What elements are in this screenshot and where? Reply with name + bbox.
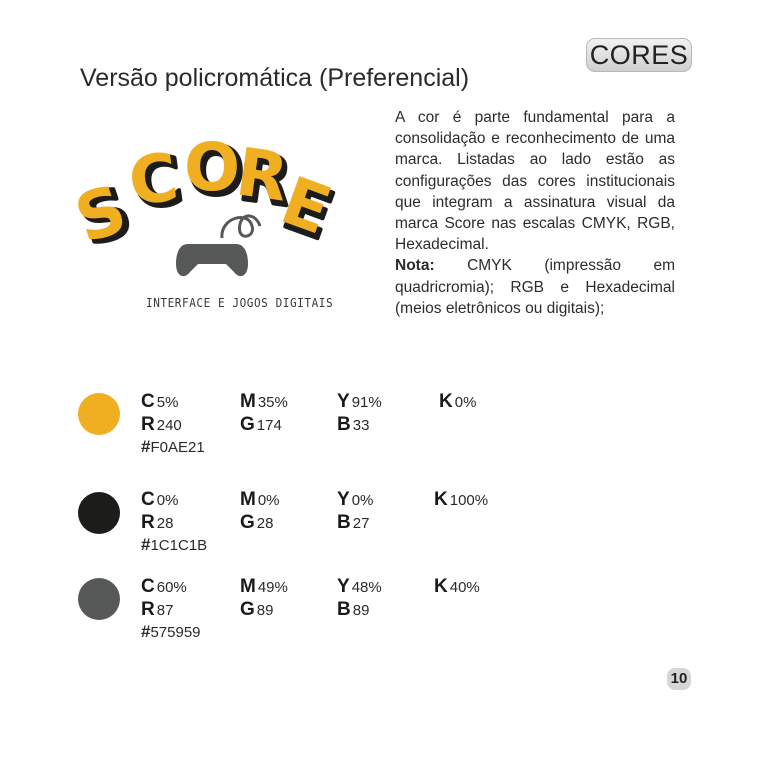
section-badge: CORES — [586, 38, 692, 72]
cmyk-k: K 100% — [434, 489, 489, 510]
swatch-black — [78, 492, 120, 534]
rgb-r: R 28 — [141, 512, 174, 533]
rgb-g: G 28 — [240, 512, 274, 533]
cmyk-c: C 0% — [141, 489, 179, 510]
cmyk-y: Y 91% — [337, 391, 382, 412]
logo-letter-r: R — [232, 133, 293, 216]
hex-value: #F0AE21 — [141, 437, 205, 456]
cmyk-k: K 40% — [434, 576, 480, 597]
gamepad-icon — [176, 244, 248, 277]
score-logo: S C O R E S C O R E — [70, 129, 345, 277]
rgb-g: G 174 — [240, 414, 282, 435]
cmyk-y: Y 0% — [337, 489, 374, 510]
controller-cable — [220, 214, 262, 239]
rgb-b: B 27 — [337, 512, 370, 533]
rgb-r: R 87 — [141, 599, 174, 620]
rgb-r: R 240 — [141, 414, 182, 435]
hex-value: #575959 — [141, 622, 201, 641]
cmyk-k: K 0% — [439, 391, 477, 412]
hex-value: #1C1C1B — [141, 535, 208, 554]
rgb-g: G 89 — [240, 599, 274, 620]
note-label: Nota: — [395, 257, 435, 275]
rgb-b: B 33 — [337, 414, 370, 435]
description-text: A cor é parte fundamental para a consoli… — [395, 107, 675, 319]
logo-letter-shadow-o: O — [188, 133, 244, 210]
logo-letter-shadow-r: R — [235, 138, 296, 221]
cmyk-c: C 5% — [141, 391, 179, 412]
description-body: A cor é parte fundamental para a consoli… — [395, 109, 675, 254]
logo-wordmark: S C O R E S C O R E — [70, 129, 345, 263]
cmyk-m: M 49% — [240, 576, 288, 597]
rgb-b: B 89 — [337, 599, 370, 620]
swatch-yellow — [78, 393, 120, 435]
logo-letter-s: S — [70, 170, 135, 258]
cmyk-y: Y 48% — [337, 576, 382, 597]
logo-tagline: INTERFACE E JOGOS DIGITAIS — [146, 296, 334, 310]
logo-letter-c: C — [124, 138, 183, 221]
cmyk-m: M 35% — [240, 391, 288, 412]
page-title: Versão policromática (Preferencial) — [80, 64, 470, 92]
logo-letter-o: O — [184, 129, 240, 206]
swatch-gray — [78, 578, 120, 620]
note-text: CMYK (impressão em quadricromia); RGB e … — [395, 257, 675, 317]
cmyk-c: C 60% — [141, 576, 187, 597]
page-number: 10 — [667, 668, 691, 690]
cmyk-m: M 0% — [240, 489, 280, 510]
